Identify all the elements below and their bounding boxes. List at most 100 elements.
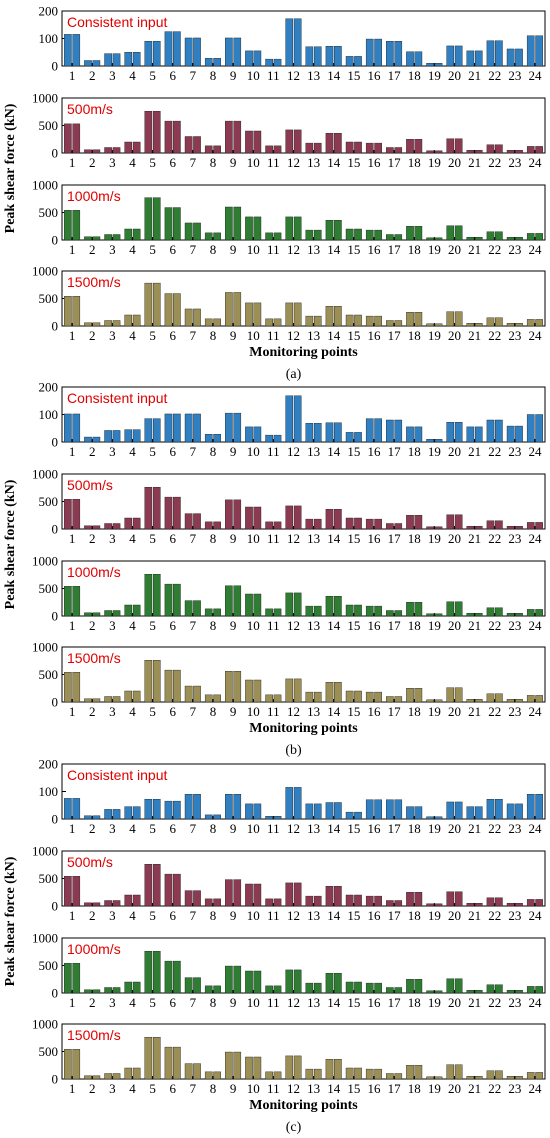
bar xyxy=(535,1072,543,1080)
panel-label: Consistent input xyxy=(67,14,168,30)
x-tick-label: 7 xyxy=(190,618,197,633)
bar xyxy=(454,601,463,617)
bar xyxy=(434,63,443,67)
bar xyxy=(293,678,302,703)
bar xyxy=(293,302,302,327)
x-tick-label: 8 xyxy=(210,821,217,836)
x-tick-label: 9 xyxy=(230,704,237,719)
bar xyxy=(325,219,334,241)
bar xyxy=(193,1063,201,1080)
bar xyxy=(386,799,394,820)
bar xyxy=(245,216,253,241)
bar xyxy=(305,982,314,994)
x-tick-label: 9 xyxy=(230,328,237,343)
bar xyxy=(325,1058,334,1080)
x-tick-label: 21 xyxy=(468,995,481,1010)
bar xyxy=(446,801,455,820)
bar xyxy=(285,969,294,994)
bar xyxy=(354,690,362,703)
x-tick-label: 21 xyxy=(468,444,481,459)
bar xyxy=(92,815,101,820)
subfigure-tag: (b) xyxy=(285,743,302,758)
bar xyxy=(454,891,463,907)
bar xyxy=(486,897,495,907)
x-tick-label: 3 xyxy=(109,444,116,459)
x-tick-label: 21 xyxy=(468,618,481,633)
bar xyxy=(64,672,72,703)
x-tick-label: 2 xyxy=(89,242,96,257)
x-tick-label: 3 xyxy=(109,531,116,546)
bar xyxy=(365,1068,374,1080)
x-tick-label: 24 xyxy=(528,995,542,1010)
bar xyxy=(486,799,495,820)
bar xyxy=(64,1049,72,1080)
bar xyxy=(124,141,133,154)
bar xyxy=(104,809,112,820)
bar xyxy=(173,873,181,907)
bar xyxy=(285,678,294,703)
bar xyxy=(72,34,81,67)
bar xyxy=(313,46,322,67)
bar xyxy=(245,970,253,994)
y-tick-label: 1000 xyxy=(32,178,58,193)
y-tick-label: 1000 xyxy=(32,467,58,482)
bar xyxy=(273,816,282,820)
x-tick-label: 18 xyxy=(408,704,421,719)
bar xyxy=(305,691,314,703)
x-tick-label: 15 xyxy=(347,704,360,719)
bar xyxy=(454,225,463,241)
x-tick-label: 4 xyxy=(129,328,136,343)
x-tick-label: 1 xyxy=(69,908,76,923)
bar xyxy=(173,31,181,67)
bar xyxy=(213,232,221,241)
bar xyxy=(92,902,101,907)
bar xyxy=(213,985,221,994)
bar xyxy=(233,499,242,530)
x-tick-label: 18 xyxy=(408,1081,421,1096)
y-tick-label: 100 xyxy=(39,407,59,422)
x-tick-label: 23 xyxy=(508,704,521,719)
y-tick-label: 0 xyxy=(52,435,59,450)
bar xyxy=(325,596,334,617)
x-tick-label: 19 xyxy=(428,328,441,343)
bar xyxy=(104,320,112,327)
bar xyxy=(265,318,273,327)
bar xyxy=(474,990,483,994)
x-tick-label: 15 xyxy=(347,444,360,459)
bar xyxy=(325,422,334,443)
bar xyxy=(394,1073,403,1080)
bar xyxy=(434,816,443,820)
bar xyxy=(173,583,181,617)
x-tick-label: 16 xyxy=(367,618,381,633)
bar xyxy=(374,229,382,241)
x-tick-label: 14 xyxy=(327,821,341,836)
x-tick-label: 24 xyxy=(528,908,542,923)
x-tick-label: 19 xyxy=(428,444,441,459)
x-tick-label: 6 xyxy=(169,995,176,1010)
bar xyxy=(285,592,294,617)
x-tick-label: 21 xyxy=(468,328,481,343)
x-tick-label: 9 xyxy=(230,444,237,459)
bar xyxy=(386,41,394,67)
x-tick-label: 11 xyxy=(267,242,280,257)
x-tick-label: 12 xyxy=(287,908,300,923)
bar xyxy=(193,413,201,443)
x-tick-label: 11 xyxy=(267,618,280,633)
bar xyxy=(204,434,213,443)
bar xyxy=(225,585,233,617)
bar xyxy=(164,207,173,241)
bar xyxy=(273,608,282,617)
bar xyxy=(486,1070,495,1080)
bar xyxy=(414,139,423,154)
bar xyxy=(486,419,495,443)
bar xyxy=(506,323,515,327)
bar xyxy=(184,890,193,907)
x-tick-label: 16 xyxy=(367,68,381,83)
bar xyxy=(213,521,221,530)
bar xyxy=(446,1064,455,1080)
bar xyxy=(64,34,72,67)
x-tick-label: 9 xyxy=(230,908,237,923)
x-tick-label: 5 xyxy=(149,242,156,257)
x-tick-label: 14 xyxy=(327,444,341,459)
y-tick-label: 0 xyxy=(52,899,59,914)
